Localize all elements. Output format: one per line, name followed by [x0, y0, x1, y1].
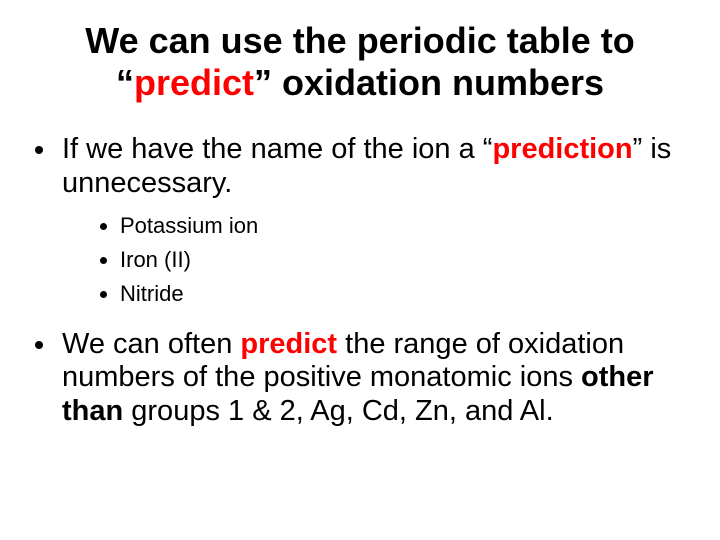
bullet-2-predict: predict	[240, 328, 337, 360]
sub-bullet-2: Iron (II)	[120, 244, 702, 276]
title-text-post: ” oxidation numbers	[254, 62, 604, 103]
sub-bullet-3: Nitride	[120, 278, 702, 310]
sub-bullet-1: Potassium ion	[120, 210, 702, 242]
sub-bullet-list: Potassium ion Iron (II) Nitride	[62, 210, 702, 310]
title-highlight: predict	[134, 62, 254, 103]
bullet-2-p3: groups 1 & 2, Ag, Cd, Zn, and Al.	[123, 395, 553, 427]
bullet-1-highlight: prediction	[492, 133, 632, 165]
bullet-1: If we have the name of the ion a “predic…	[58, 133, 702, 310]
bullet-2: We can often predict the range of oxidat…	[58, 328, 702, 429]
bullet-2-p1: We can often	[62, 328, 240, 360]
bullet-1-pre: If we have the name of the ion a “	[62, 133, 492, 165]
slide: We can use the periodic table to “predic…	[0, 0, 720, 540]
bullet-list: If we have the name of the ion a “predic…	[18, 133, 702, 429]
slide-title: We can use the periodic table to “predic…	[58, 20, 662, 105]
